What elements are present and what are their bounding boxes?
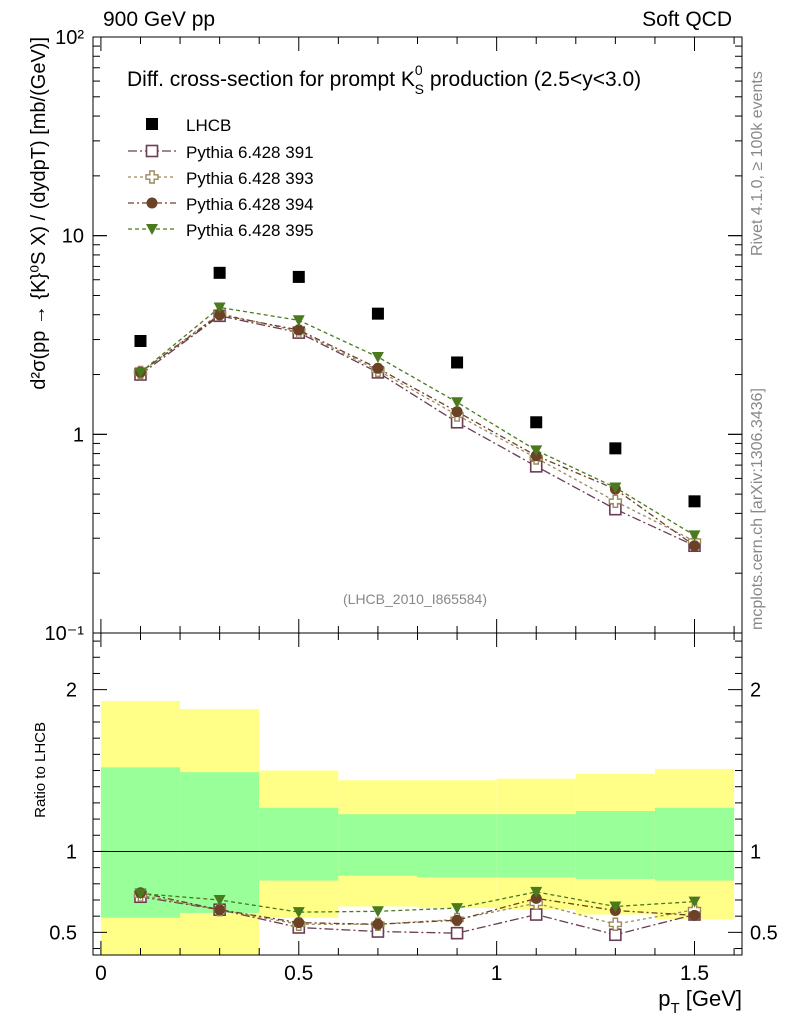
series-line-s395 — [140, 306, 695, 536]
ratio-line-s395 — [140, 891, 695, 913]
legend-marker-s394 — [146, 197, 158, 209]
legend-marker-data — [146, 118, 158, 130]
ratio-point-s394 — [372, 918, 384, 930]
ratio-point-s395 — [688, 896, 701, 908]
ratio-point-s391 — [450, 926, 464, 940]
point-s395 — [292, 315, 305, 327]
y-tick-label: 10² — [55, 27, 84, 49]
uncertainty-band-inner — [180, 772, 260, 913]
point-s395 — [688, 530, 701, 542]
ratio-y-tick-label-right: 0.5 — [750, 922, 778, 944]
uncertainty-band-inner — [259, 807, 339, 881]
legend-label: Pythia 6.428 395 — [186, 221, 314, 240]
legend-label: Pythia 6.428 394 — [186, 195, 314, 214]
ratio-y-tick-label-right: 2 — [750, 680, 761, 702]
series-line-s391 — [140, 315, 695, 547]
y-tick-label: 10⁻¹ — [45, 623, 85, 645]
ratio-y-axis-label: Ratio to LHCB — [32, 722, 49, 818]
point-s395 — [609, 482, 622, 494]
uncertainty-band-inner — [417, 814, 497, 878]
x-tick-label: 0.5 — [284, 962, 313, 985]
y-tick-label: 1 — [73, 424, 84, 446]
legend-marker-s391 — [145, 144, 159, 158]
legend-label: Pythia 6.428 391 — [186, 143, 314, 162]
ratio-y-tick-label-right: 1 — [750, 841, 761, 863]
point-data — [609, 442, 622, 455]
ratio-point-s394 — [451, 914, 463, 926]
ratio-point-s394 — [530, 892, 542, 904]
point-s394 — [689, 540, 701, 552]
uncertainty-band-inner — [496, 814, 576, 878]
ratio-line-s394 — [140, 892, 695, 925]
uncertainty-band-inner — [654, 807, 735, 881]
ratio-y-tick-label: 2 — [66, 680, 77, 702]
point-s395 — [451, 397, 464, 409]
series-line-s393 — [140, 312, 695, 542]
legend-marker-s395 — [146, 224, 158, 235]
point-s394 — [293, 324, 305, 336]
ratio-point-s391 — [529, 908, 543, 921]
point-s395 — [134, 367, 147, 379]
point-s395 — [213, 302, 226, 314]
ratio-point-s394 — [214, 904, 226, 916]
legend-marker-s393 — [145, 170, 159, 184]
legend-label: LHCB — [186, 116, 231, 135]
ratio-point-s395 — [609, 901, 622, 913]
point-data — [371, 307, 384, 320]
ratio-line-s391 — [140, 896, 695, 936]
point-data — [213, 266, 226, 279]
header-left: 900 GeV pp — [103, 8, 216, 31]
ratio-point-s395 — [451, 903, 464, 915]
plot-title: Diff. cross-section for prompt K0 S produ… — [127, 62, 641, 97]
x-tick-label: 1 — [491, 962, 503, 985]
ratio-line-s393 — [140, 894, 695, 925]
ratio-point-s394 — [689, 909, 701, 921]
x-tick-label: 0 — [95, 962, 107, 985]
point-data — [530, 416, 543, 429]
ratio-point-s395 — [292, 907, 305, 919]
analysis-watermark: (LHCB_2010_I865584) — [343, 591, 487, 607]
ratio-y-tick-label: 0.5 — [49, 922, 77, 944]
y-axis-label: d²σ(pp → {K}⁰S X) / (dydpT) [mb/(GeV)] — [28, 37, 50, 390]
point-s394 — [214, 309, 226, 321]
x-tick-label: 1.5 — [680, 962, 709, 985]
legend-label: Pythia 6.428 393 — [186, 169, 314, 188]
point-s395 — [530, 445, 543, 457]
ratio-point-s395 — [134, 888, 147, 900]
point-data — [134, 334, 147, 347]
ratio-point-s393 — [608, 917, 623, 931]
ratio-point-s394 — [293, 917, 305, 929]
uncertainty-band-inner — [338, 814, 418, 876]
point-s393 — [608, 494, 623, 509]
ratio-point-s395 — [213, 894, 226, 906]
ratio-point-s395 — [530, 886, 543, 898]
point-data — [292, 270, 305, 283]
ratio-y-tick-label: 1 — [66, 841, 77, 863]
series-line-s394 — [140, 314, 695, 547]
header-right: Soft QCD — [642, 8, 732, 31]
uncertainty-band-inner — [575, 810, 655, 879]
x-axis-label: pT [GeV] — [658, 986, 742, 1017]
point-s395 — [371, 352, 384, 364]
point-s394 — [372, 362, 384, 374]
point-s394 — [451, 406, 463, 418]
point-data — [688, 495, 701, 508]
point-data — [451, 356, 464, 369]
y-tick-label: 10 — [62, 226, 84, 248]
ratio-point-s395 — [371, 906, 384, 918]
